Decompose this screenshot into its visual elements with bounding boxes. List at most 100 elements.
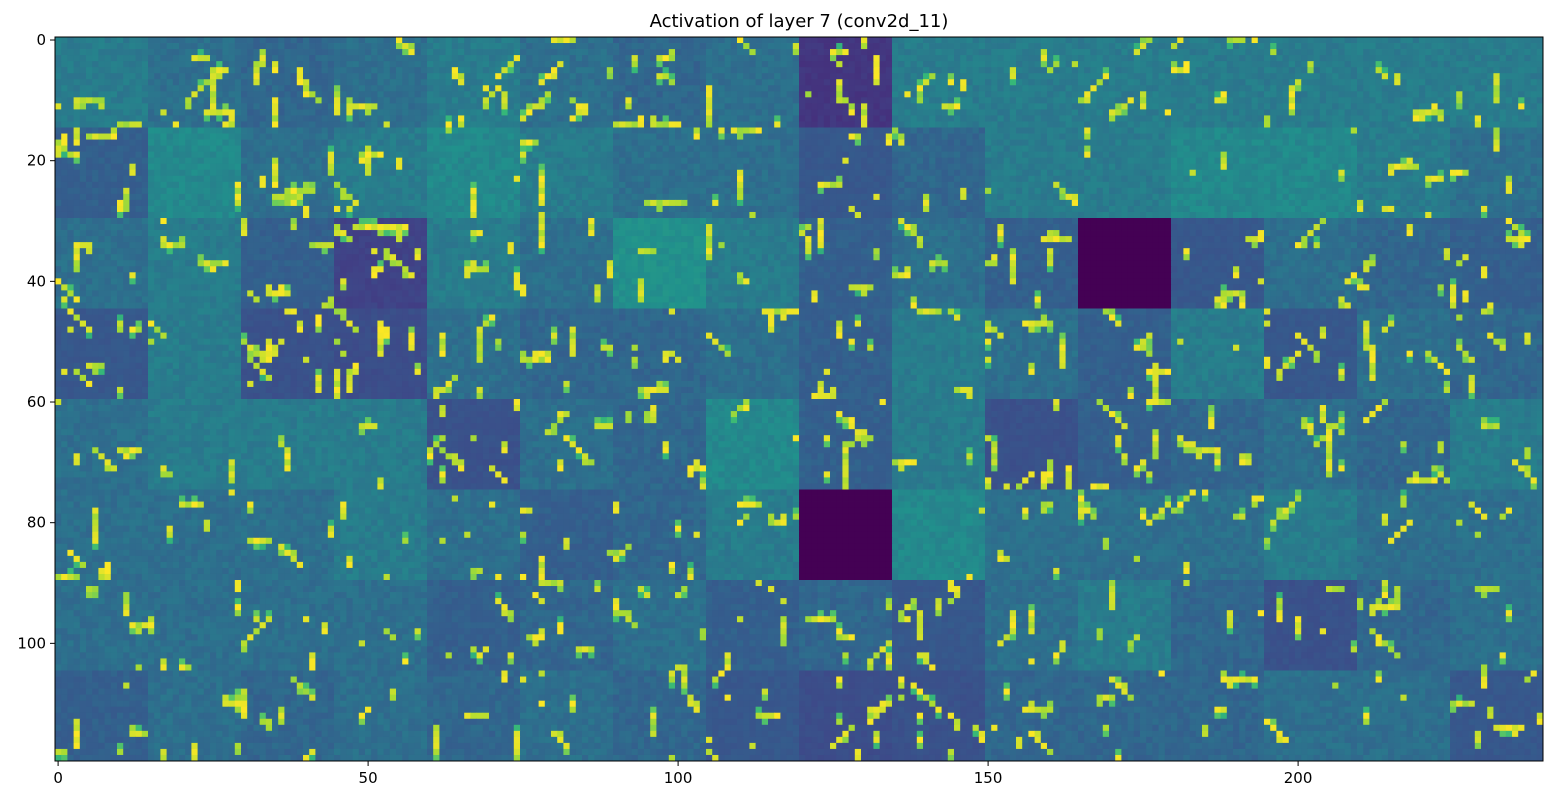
heatmap-cell: [433, 55, 440, 61]
heatmap-cell: [644, 73, 651, 79]
heatmap-cell: [768, 134, 775, 140]
heatmap-cell: [359, 73, 366, 79]
heatmap-cell: [1121, 134, 1128, 140]
heatmap-cell: [638, 103, 645, 109]
heatmap-cell: [663, 97, 670, 103]
heatmap-cell: [867, 103, 874, 109]
heatmap-cell: [371, 103, 378, 109]
heatmap-cell: [1159, 91, 1166, 97]
heatmap-cell: [1276, 128, 1283, 134]
heatmap-cell: [160, 85, 167, 91]
heatmap-cell: [1208, 91, 1215, 97]
heatmap-cell: [842, 43, 849, 49]
heatmap-cell: [594, 103, 601, 109]
heatmap-cell: [402, 121, 409, 127]
heatmap-cell: [111, 91, 118, 97]
heatmap-cell: [284, 103, 291, 109]
heatmap-cell: [948, 91, 955, 97]
heatmap-cell: [855, 73, 862, 79]
heatmap-cell: [712, 103, 719, 109]
heatmap-cell: [489, 152, 496, 158]
heatmap-cell: [1059, 61, 1066, 67]
heatmap-cell: [1475, 134, 1482, 140]
heatmap-cell: [446, 140, 453, 146]
heatmap-cell: [148, 121, 155, 127]
heatmap-cell: [1177, 67, 1184, 73]
heatmap-cell: [483, 146, 490, 152]
heatmap-cell: [811, 121, 818, 127]
heatmap-cell: [210, 55, 217, 61]
heatmap-cell: [328, 61, 335, 67]
heatmap-cell: [625, 49, 632, 55]
heatmap-cell: [297, 140, 304, 146]
heatmap-cell: [1010, 49, 1017, 55]
heatmap-cell: [935, 128, 942, 134]
heatmap-cell: [861, 121, 868, 127]
heatmap-cell: [1171, 134, 1178, 140]
heatmap-cell: [452, 121, 459, 127]
heatmap-cell: [601, 128, 608, 134]
heatmap-cell: [1481, 134, 1488, 140]
heatmap-cell: [346, 115, 353, 121]
heatmap-cell: [154, 49, 161, 55]
heatmap-cell: [811, 158, 818, 164]
heatmap-cell: [74, 158, 81, 164]
heatmap-cell: [396, 43, 403, 49]
heatmap-cell: [1289, 146, 1296, 152]
heatmap-cell: [210, 37, 217, 43]
heatmap-cell: [991, 146, 998, 152]
heatmap-cell: [421, 128, 428, 134]
heatmap-cell: [111, 109, 118, 115]
heatmap-cell: [92, 121, 99, 127]
heatmap-cell: [179, 109, 186, 115]
heatmap-cell: [1394, 49, 1401, 55]
heatmap-cell: [762, 85, 769, 91]
heatmap-cell: [222, 97, 229, 103]
heatmap-cell: [483, 115, 490, 121]
heatmap-cell: [67, 128, 74, 134]
heatmap-cell: [904, 158, 911, 164]
heatmap-cell: [539, 146, 546, 152]
heatmap-cell: [160, 140, 167, 146]
heatmap-cell: [1202, 115, 1209, 121]
heatmap-cell: [402, 43, 409, 49]
heatmap-cell: [353, 43, 360, 49]
heatmap-cell: [718, 37, 725, 43]
heatmap-cell: [539, 140, 546, 146]
heatmap-cell: [204, 43, 211, 49]
heatmap-cell: [1338, 43, 1345, 49]
heatmap-cell: [365, 121, 372, 127]
heatmap-cell: [960, 97, 967, 103]
heatmap-cell: [700, 73, 707, 79]
heatmap-cell: [743, 152, 750, 158]
heatmap-cell: [1314, 55, 1321, 61]
heatmap-cell: [1487, 134, 1494, 140]
heatmap-cell: [198, 43, 205, 49]
heatmap-cell: [1487, 79, 1494, 85]
heatmap-cell: [86, 79, 93, 85]
heatmap-cell: [278, 134, 285, 140]
heatmap-cell: [247, 121, 254, 127]
heatmap-cell: [136, 79, 143, 85]
heatmap-cell: [979, 55, 986, 61]
heatmap-cell: [1332, 91, 1339, 97]
heatmap-cell: [743, 85, 750, 91]
heatmap-cell: [216, 79, 223, 85]
heatmap-cell: [173, 140, 180, 146]
heatmap-cell: [123, 55, 130, 61]
heatmap-cell: [1004, 49, 1011, 55]
heatmap-cell: [805, 140, 812, 146]
heatmap-cell: [836, 43, 843, 49]
heatmap-cell: [824, 103, 831, 109]
heatmap-cell: [1376, 49, 1383, 55]
heatmap-cell: [1053, 152, 1060, 158]
heatmap-cell: [1388, 115, 1395, 121]
heatmap-cell: [365, 73, 372, 79]
heatmap-cell: [873, 103, 880, 109]
heatmap-cell: [1196, 128, 1203, 134]
heatmap-cell: [1183, 79, 1190, 85]
heatmap-cell: [1307, 85, 1314, 91]
heatmap-cell: [774, 61, 781, 67]
heatmap-cell: [669, 146, 676, 152]
heatmap-cell: [749, 85, 756, 91]
